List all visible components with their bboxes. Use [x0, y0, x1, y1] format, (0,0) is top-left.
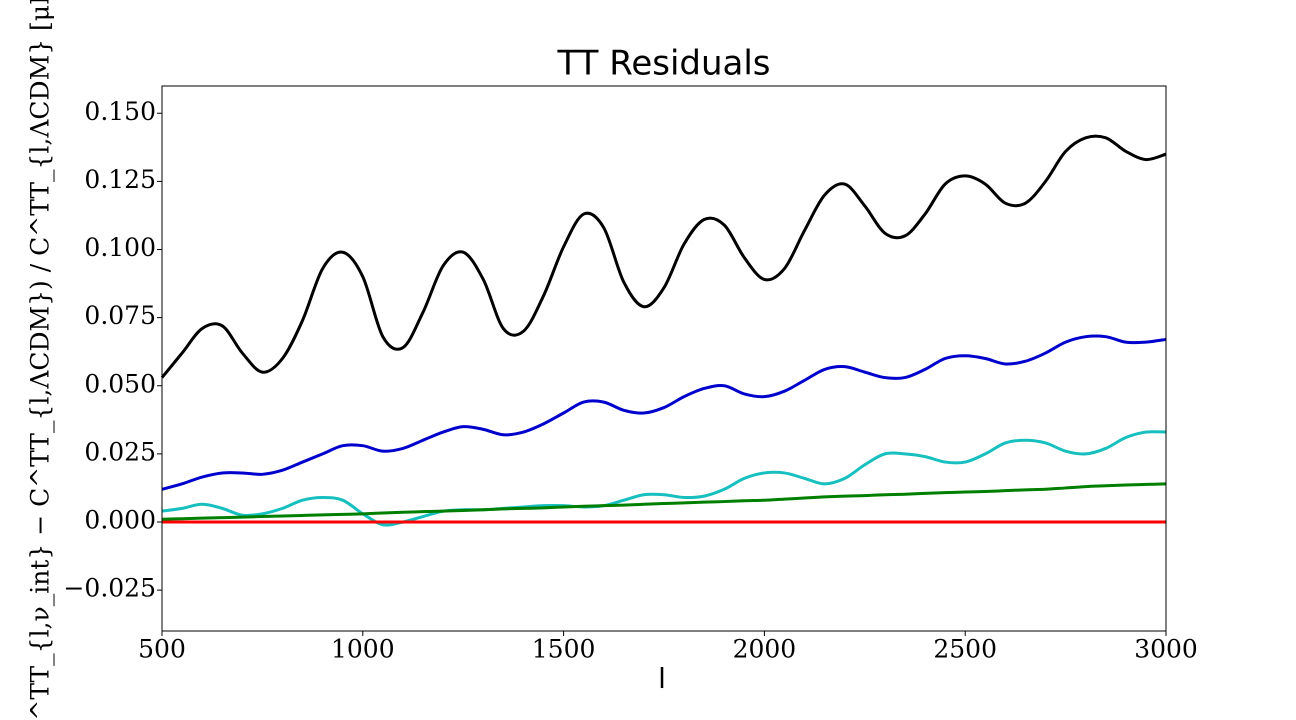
- y-tick-label: 0.050: [84, 369, 156, 398]
- y-tick-label: 0.150: [84, 97, 156, 126]
- y-axis-label: (C^TT_{l,ν_int} − C^TT_{l,ΛCDM}) / C^TT_…: [26, 0, 55, 720]
- y-tick-label: −0.025: [63, 574, 156, 603]
- x-tick-label: 1500: [532, 635, 596, 664]
- series-line: [161, 482, 1167, 521]
- y-tick-label: 0.100: [84, 233, 156, 262]
- x-tick-label: 3000: [1134, 635, 1198, 664]
- x-tick-label: 2000: [733, 635, 797, 664]
- x-tick-label: 500: [138, 635, 186, 664]
- series-line: [161, 334, 1167, 491]
- y-tick-label: 0.125: [84, 165, 156, 194]
- y-tick-label: 0.025: [84, 437, 156, 466]
- y-tick-label: 0.000: [84, 506, 156, 535]
- x-axis-label: l: [658, 662, 666, 695]
- series-line: [161, 430, 1167, 527]
- series-line: [160, 134, 1167, 379]
- y-tick-label: 0.075: [84, 301, 156, 330]
- plot-frame: [161, 85, 1167, 632]
- chart-title: TT Residuals: [556, 44, 770, 84]
- x-tick-label: 2500: [933, 635, 997, 664]
- plot-area: [160, 134, 1167, 527]
- x-tick-label: 1000: [331, 635, 395, 664]
